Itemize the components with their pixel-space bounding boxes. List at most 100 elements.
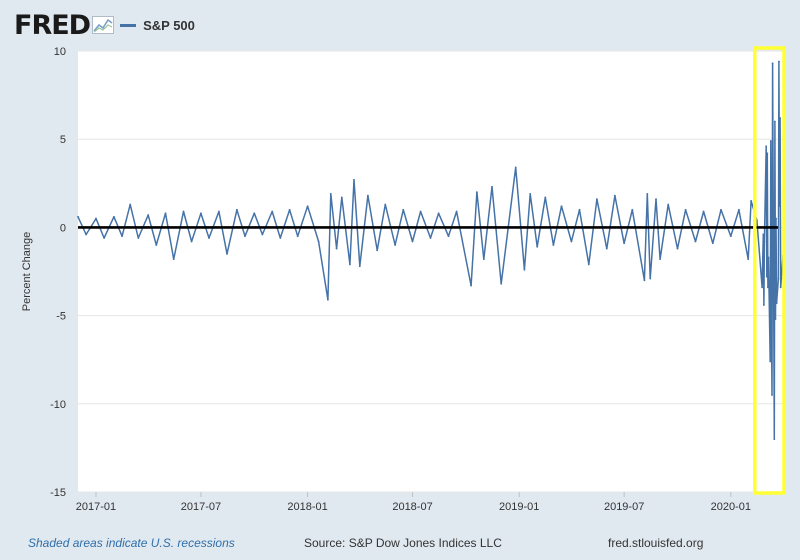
data-point: [137, 237, 140, 239]
x-tick-label: 2018-07: [392, 501, 432, 513]
y-axis-label: Percent Change: [21, 232, 33, 312]
data-point: [340, 196, 343, 199]
data-point: [306, 205, 309, 208]
data-point: [77, 215, 79, 218]
data-point: [578, 208, 581, 211]
legend-swatch: [120, 23, 137, 27]
data-point: [482, 258, 485, 261]
data-point: [326, 298, 329, 301]
data-point: [437, 212, 440, 215]
data-point: [103, 237, 105, 239]
data-point: [767, 256, 770, 259]
data-point: [226, 252, 228, 255]
data-point: [335, 247, 338, 250]
data-point: [684, 208, 687, 211]
y-tick-label: -5: [56, 311, 66, 323]
data-point: [613, 194, 616, 197]
data-point: [402, 208, 405, 211]
data-point: [587, 263, 590, 266]
data-point: [544, 196, 547, 199]
x-tick-label: 2017-01: [76, 501, 116, 513]
data-point: [384, 203, 387, 206]
data-point: [529, 192, 532, 195]
data-point: [775, 302, 778, 305]
data-point: [646, 192, 649, 195]
data-point: [419, 210, 422, 213]
data-point: [349, 263, 351, 266]
data-point: [778, 205, 781, 208]
y-tick-label: -15: [50, 487, 66, 499]
data-point: [750, 200, 753, 202]
data-point: [667, 203, 670, 206]
data-point: [353, 178, 355, 181]
data-point: [358, 265, 361, 268]
data-point: [279, 237, 282, 239]
data-point: [729, 235, 732, 238]
x-tick-label: 2019-07: [604, 501, 644, 513]
data-point: [775, 217, 777, 220]
data-point: [536, 245, 539, 248]
site-link[interactable]: fred.stlouisfed.org: [608, 536, 704, 550]
data-point: [769, 140, 772, 142]
x-tick-label: 2020-01: [711, 501, 751, 513]
data-point: [244, 235, 246, 238]
chart-canvas: 10 5 0 -5 -10 -15 2017-01 2017-07 2018-01 2018-07…: [21, 46, 786, 513]
data-point: [329, 192, 332, 195]
data-point: [767, 286, 769, 289]
data-point: [475, 191, 478, 194]
data-point: [182, 210, 185, 213]
data-point: [235, 208, 238, 211]
data-point: [560, 205, 563, 208]
data-point: [155, 244, 158, 246]
data-point: [747, 258, 750, 261]
data-point: [631, 208, 634, 211]
data-point: [271, 210, 274, 213]
data-point: [514, 166, 517, 169]
source-credit: Source: S&P Dow Jones Indices LLC: [304, 536, 502, 550]
y-tick-label: 10: [54, 46, 66, 58]
data-point: [773, 438, 776, 440]
data-point: [570, 240, 573, 243]
data-point: [394, 244, 397, 246]
chart-legend[interactable]: S&P 500: [120, 18, 195, 33]
data-point: [774, 318, 777, 321]
chart-footer: Shaded areas indicate U.S. recessions So…: [0, 536, 800, 556]
data-point: [288, 208, 291, 211]
data-point: [738, 208, 740, 211]
data-point: [164, 212, 167, 215]
data-point: [761, 286, 764, 289]
y-tick-label: -10: [50, 399, 66, 411]
data-point: [659, 258, 661, 261]
data-point: [491, 185, 493, 188]
data-point: [643, 279, 646, 282]
data-point: [779, 286, 782, 289]
plot-area: [78, 51, 783, 492]
data-point: [366, 194, 369, 197]
data-point: [253, 212, 256, 215]
y-tick-label: 0: [60, 222, 66, 234]
data-point: [771, 394, 773, 396]
highlight-box: [753, 46, 786, 495]
series-line: [77, 60, 784, 440]
data-point: [779, 117, 782, 119]
data-point: [147, 214, 150, 216]
x-tick-label: 2017-07: [181, 501, 221, 513]
data-point: [766, 152, 769, 155]
data-point: [711, 242, 714, 245]
data-point: [296, 235, 299, 238]
data-point: [655, 198, 657, 201]
recession-note-link[interactable]: Shaded areas indicate U.S. recessions: [28, 536, 235, 550]
data-point: [95, 217, 97, 220]
data-point: [676, 247, 679, 250]
data-point: [778, 60, 780, 63]
line-chart-icon: [92, 16, 115, 34]
data-point: [376, 249, 379, 252]
data-point: [765, 145, 768, 148]
fred-logo[interactable]: FRED: [14, 9, 91, 41]
data-point: [217, 210, 220, 213]
data-point: [113, 215, 115, 218]
data-point: [762, 233, 765, 236]
data-point: [605, 247, 608, 250]
data-point: [770, 312, 773, 315]
data-point: [762, 304, 765, 306]
